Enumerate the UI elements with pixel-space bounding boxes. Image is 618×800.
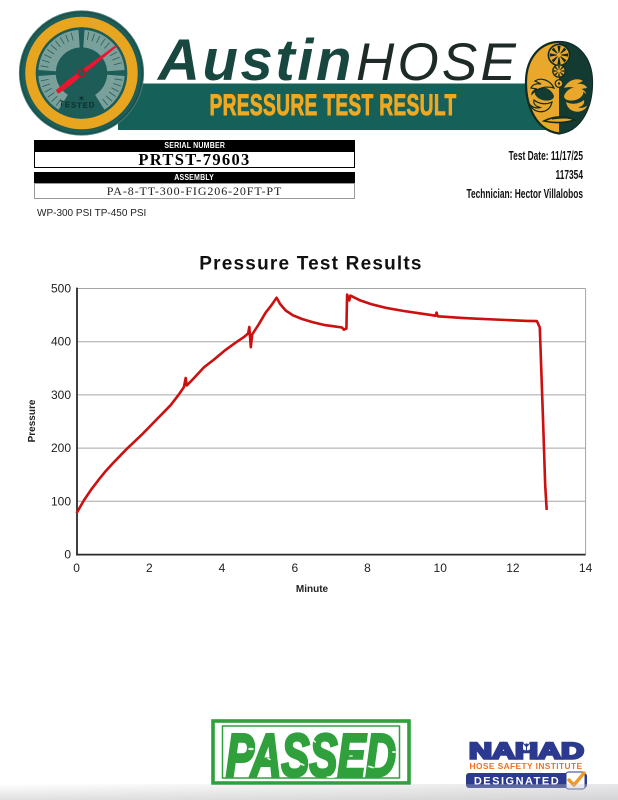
svg-text:0: 0 (73, 561, 80, 575)
svg-text:14: 14 (579, 561, 593, 575)
svg-text:HOSE: HOSE (356, 33, 519, 92)
svg-text:✶: ✶ (78, 94, 86, 104)
svg-text:HOSE SAFETY INSTITUTE: HOSE SAFETY INSTITUTE (470, 761, 583, 771)
svg-text:Minute: Minute (296, 584, 329, 595)
svg-text:4: 4 (219, 561, 226, 575)
svg-text:NAHAD: NAHAD (469, 739, 584, 764)
svg-text:300: 300 (51, 388, 71, 402)
svg-text:2: 2 (146, 561, 153, 575)
svg-text:500: 500 (51, 282, 71, 296)
svg-text:10: 10 (434, 561, 448, 575)
svg-text:Austin: Austin (156, 28, 354, 93)
svg-text:PASSED: PASSED (226, 722, 396, 785)
svg-text:12: 12 (506, 561, 520, 575)
svg-text:PRESSURE TEST RESULT: PRESSURE TEST RESULT (209, 89, 456, 122)
svg-text:100: 100 (51, 494, 71, 508)
svg-text:6: 6 (291, 561, 298, 575)
svg-text:8: 8 (364, 561, 371, 575)
svg-text:200: 200 (51, 441, 71, 455)
svg-text:Pressure Test Results: Pressure Test Results (199, 254, 422, 275)
svg-text:Pressure: Pressure (27, 399, 38, 442)
svg-text:0: 0 (64, 548, 71, 562)
svg-text:TESTED: TESTED (59, 99, 96, 110)
svg-text:400: 400 (51, 335, 71, 349)
